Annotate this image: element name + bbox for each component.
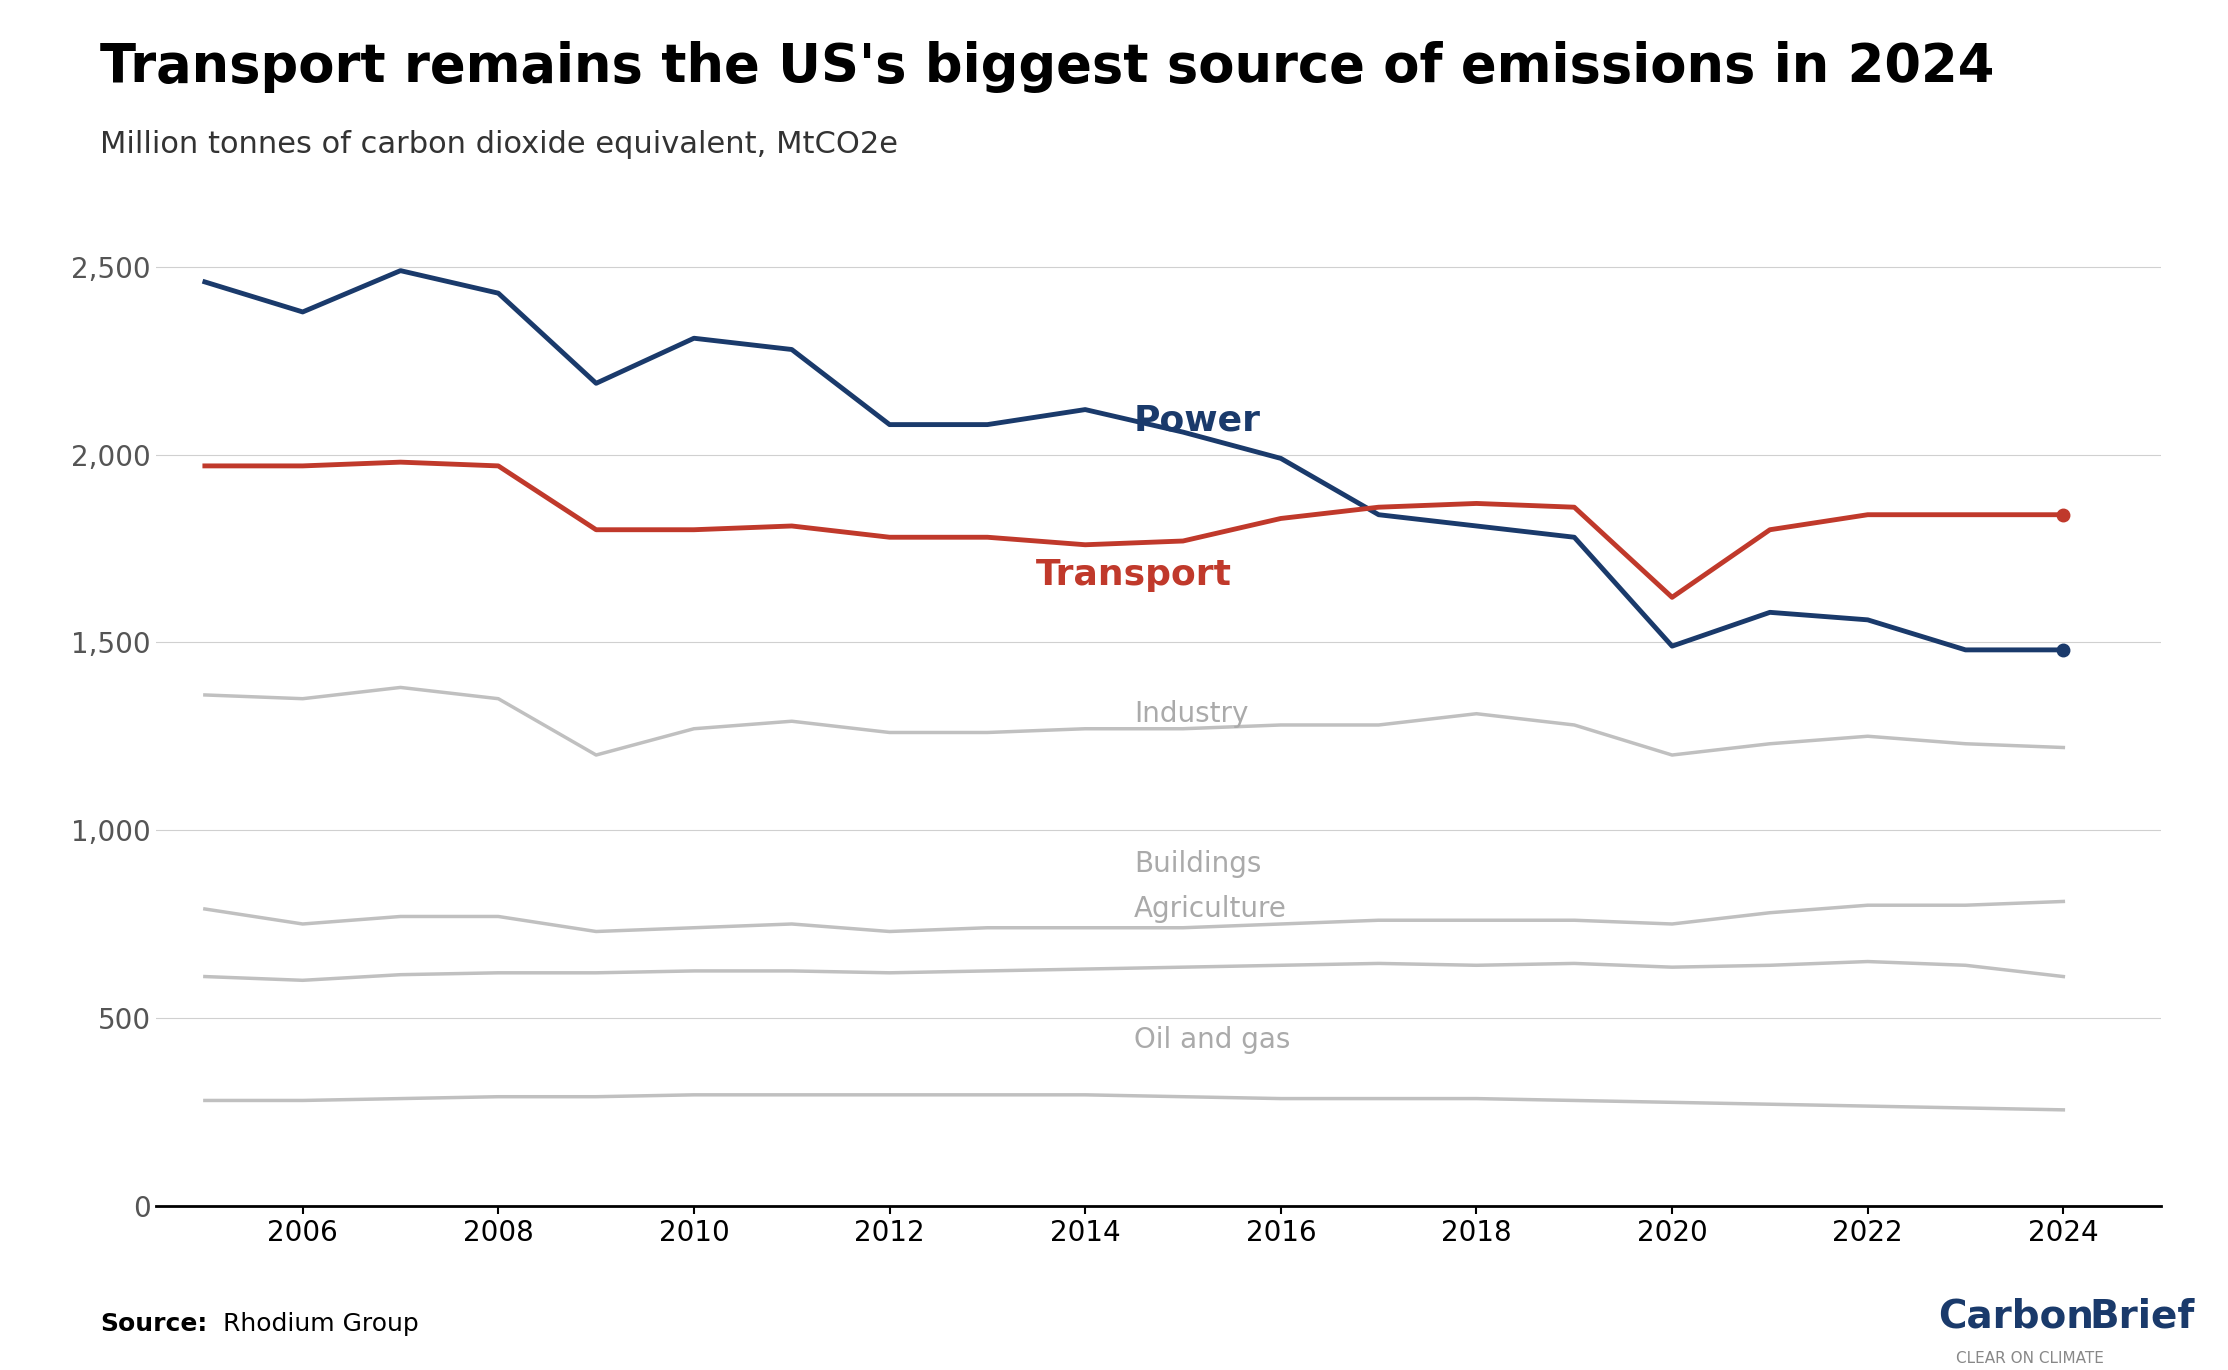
Text: Carbon: Carbon [1938, 1297, 2094, 1336]
Text: Power: Power [1134, 404, 1261, 438]
Text: Transport: Transport [1036, 558, 1232, 592]
Text: Million tonnes of carbon dioxide equivalent, MtCO2e: Million tonnes of carbon dioxide equival… [100, 130, 898, 159]
Text: CLEAR ON CLIMATE: CLEAR ON CLIMATE [1956, 1351, 2103, 1366]
Text: Oil and gas: Oil and gas [1134, 1026, 1290, 1055]
Text: Brief: Brief [2090, 1297, 2195, 1336]
Text: Buildings: Buildings [1134, 849, 1261, 878]
Text: Industry: Industry [1134, 700, 1248, 727]
Text: Transport remains the US's biggest source of emissions in 2024: Transport remains the US's biggest sourc… [100, 41, 1994, 93]
Text: Rhodium Group: Rhodium Group [223, 1311, 419, 1336]
Text: Source:: Source: [100, 1311, 207, 1336]
Text: Agriculture: Agriculture [1134, 895, 1288, 923]
